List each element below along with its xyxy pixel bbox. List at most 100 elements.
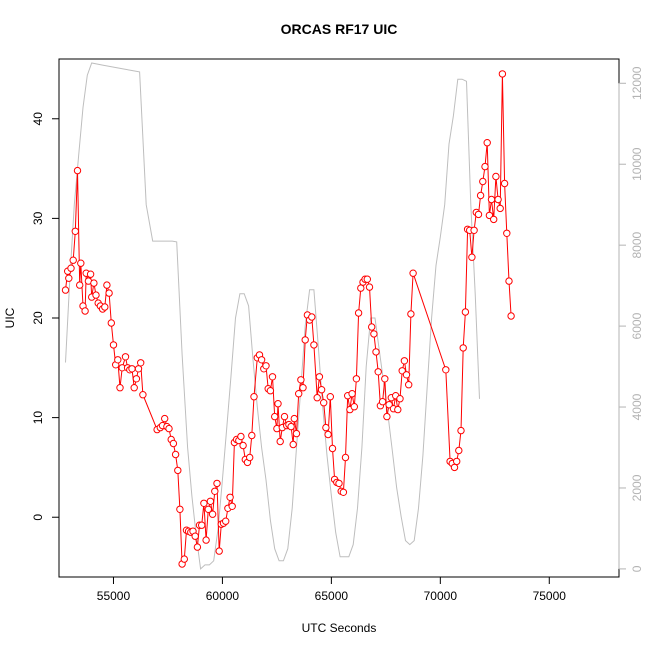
uic-point bbox=[326, 393, 334, 401]
y2-tick-label: 6000 bbox=[630, 312, 644, 339]
uic-point bbox=[378, 398, 387, 406]
x-tick-label: 60000 bbox=[206, 589, 240, 603]
uic-point bbox=[130, 384, 138, 392]
uic-point bbox=[348, 390, 356, 398]
uic-point bbox=[274, 400, 282, 408]
uic-point bbox=[299, 384, 307, 392]
uic-point bbox=[301, 336, 309, 344]
uic-point bbox=[476, 191, 485, 200]
uic-point bbox=[248, 431, 256, 440]
uic-point bbox=[341, 453, 350, 462]
y2-tick-label: 12000 bbox=[630, 66, 644, 100]
uic-point bbox=[335, 479, 343, 488]
uic-point bbox=[202, 536, 210, 544]
uic-point bbox=[507, 312, 515, 320]
uic-point bbox=[211, 487, 219, 495]
x-tick-label: 75000 bbox=[533, 589, 567, 603]
uic-point bbox=[455, 446, 463, 455]
uic-point bbox=[295, 390, 303, 398]
uic-point bbox=[400, 357, 409, 365]
uic-point bbox=[453, 457, 461, 466]
uic-point bbox=[287, 422, 295, 431]
uic-point bbox=[374, 368, 382, 376]
uic-point bbox=[165, 424, 173, 433]
uic-point bbox=[128, 365, 136, 373]
uic-point bbox=[116, 384, 124, 392]
uic-point bbox=[363, 275, 371, 283]
uic-point bbox=[498, 70, 507, 78]
uic-point bbox=[200, 499, 208, 507]
uic-point bbox=[213, 479, 221, 488]
uic-point bbox=[474, 210, 483, 219]
altitude-series bbox=[65, 62, 480, 570]
uic-point bbox=[176, 505, 184, 513]
uic-point bbox=[193, 543, 202, 551]
uic-point bbox=[180, 555, 189, 563]
x-tick-label: 70000 bbox=[424, 589, 458, 603]
uic-point bbox=[320, 399, 328, 407]
uic-point bbox=[308, 313, 316, 321]
x-tick-label: 55000 bbox=[97, 589, 131, 603]
uic-point bbox=[280, 412, 289, 421]
uic-point bbox=[137, 359, 145, 367]
uic-point bbox=[324, 430, 332, 439]
x-axis-label: UTC Seconds bbox=[302, 621, 377, 635]
uic-point bbox=[407, 310, 415, 318]
uic-point bbox=[370, 330, 378, 338]
uic-point bbox=[246, 453, 254, 462]
uic-point bbox=[290, 414, 298, 423]
uic-point bbox=[396, 395, 404, 403]
uic-point bbox=[174, 466, 182, 475]
uic-point bbox=[81, 307, 89, 315]
uic-point bbox=[470, 226, 478, 235]
uic-point bbox=[103, 281, 111, 289]
uic-point bbox=[297, 376, 305, 384]
uic-point bbox=[67, 264, 75, 272]
uic-point bbox=[457, 426, 465, 435]
uic-point bbox=[494, 195, 502, 204]
uic-point bbox=[171, 450, 180, 459]
uic-point bbox=[368, 323, 376, 331]
uic-point bbox=[92, 291, 100, 299]
y-axis-left: 0 10 20 30 40 bbox=[31, 112, 60, 521]
y2-tick-label: 0 bbox=[630, 565, 644, 572]
uic-point bbox=[107, 319, 116, 327]
uic-point bbox=[357, 284, 365, 292]
uic-point bbox=[226, 493, 234, 501]
uic-point bbox=[208, 510, 217, 518]
uic-point bbox=[289, 440, 297, 449]
uic-point bbox=[222, 517, 230, 525]
uic-point bbox=[365, 283, 374, 291]
uic-point bbox=[461, 308, 470, 316]
uic-point bbox=[459, 344, 467, 352]
uic-point bbox=[317, 386, 326, 394]
uic-point bbox=[237, 432, 245, 441]
uic-point bbox=[394, 405, 402, 414]
uic-point bbox=[490, 215, 498, 224]
uic-point bbox=[352, 375, 361, 383]
uic-point bbox=[105, 289, 113, 297]
uic-point bbox=[271, 412, 279, 421]
y2-tick-label: 8000 bbox=[630, 231, 644, 258]
uic-point bbox=[132, 375, 141, 383]
uic-point bbox=[450, 463, 459, 472]
uic-point bbox=[215, 547, 223, 555]
uic-point bbox=[503, 229, 511, 238]
uic-point bbox=[77, 259, 85, 267]
uic-point bbox=[262, 362, 270, 370]
uic-point bbox=[487, 195, 496, 204]
uic-point bbox=[468, 253, 476, 261]
uic-point bbox=[109, 341, 118, 349]
uic-point bbox=[250, 393, 258, 401]
uic-point bbox=[206, 497, 215, 505]
uic-point bbox=[257, 356, 266, 364]
uic-point bbox=[86, 270, 95, 278]
uic-point bbox=[169, 439, 178, 448]
uic-point bbox=[383, 412, 391, 421]
uic-point bbox=[500, 179, 509, 188]
uic-point bbox=[372, 348, 380, 356]
uic-point bbox=[266, 387, 275, 395]
uic-point bbox=[479, 177, 487, 186]
uic-point bbox=[69, 256, 77, 264]
uic-point bbox=[239, 441, 247, 450]
